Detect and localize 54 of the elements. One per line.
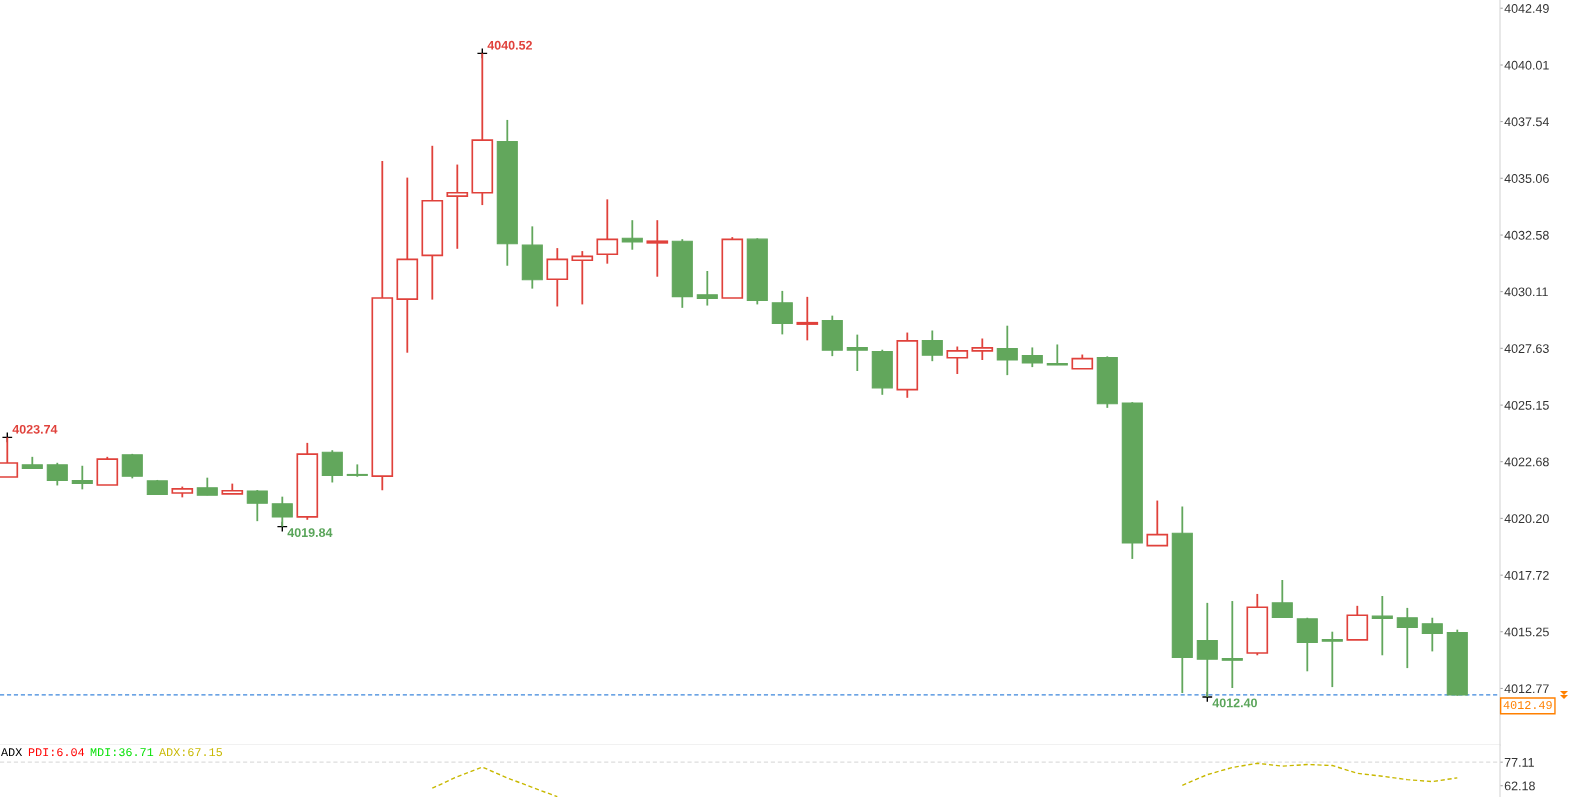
candlestick xyxy=(46,461,68,487)
y-tick-label: 4030.11 xyxy=(1504,287,1548,297)
candlestick xyxy=(1296,616,1318,673)
y-tick-label: 4040.01 xyxy=(1504,60,1549,70)
candlestick xyxy=(971,337,994,361)
y-tick-label: 4022.68 xyxy=(1504,457,1549,467)
candlestick xyxy=(646,219,669,278)
candlestick xyxy=(996,324,1018,377)
chart-title: ADX xyxy=(1,748,23,757)
text: ADX:67.15 xyxy=(159,748,223,757)
annotation: 4019.84 xyxy=(287,528,333,538)
candlestick xyxy=(1271,579,1293,619)
y-tick-label: 4032.58 xyxy=(1504,230,1549,240)
candlestick xyxy=(696,270,718,307)
y-tick-label: 4015.25 xyxy=(1504,627,1549,637)
candlestick xyxy=(1371,595,1393,657)
y-tick-label: 4037.54 xyxy=(1504,117,1549,127)
legend-label: PDI:6.04 xyxy=(28,748,85,757)
candlestick xyxy=(1021,346,1043,369)
y-tick-label: 4035.06 xyxy=(1504,174,1549,183)
y-tick-label: 4012.77 xyxy=(1504,684,1549,694)
candlestick xyxy=(621,219,643,251)
candlestick xyxy=(946,345,969,375)
candlestick xyxy=(446,163,469,250)
y-tick-label: 77.11 xyxy=(1504,758,1534,767)
candlestick xyxy=(1046,343,1068,366)
y-tick-label: 4042.49 xyxy=(1504,4,1549,13)
candlestick xyxy=(596,198,619,265)
legend-label: MDI:36.71 xyxy=(90,748,154,757)
candlestick xyxy=(1221,600,1243,689)
candlestick xyxy=(571,250,594,306)
candlestick xyxy=(246,489,268,523)
candlestick xyxy=(771,289,793,336)
y-tick-label: 62.18 xyxy=(1504,781,1535,791)
y-tick-label: 4027.63 xyxy=(1504,344,1549,354)
candlestick xyxy=(346,463,368,478)
y-tick-label: 4020.20 xyxy=(1504,514,1549,524)
candlestick xyxy=(121,452,143,480)
candlestick xyxy=(1146,499,1169,547)
candlestick xyxy=(1396,606,1418,670)
candlestick xyxy=(796,295,819,342)
candlestick xyxy=(846,333,868,372)
candlestick xyxy=(321,449,343,484)
candlestick xyxy=(1421,616,1443,653)
candlestick xyxy=(71,464,93,491)
y-tick-label: 4017.72 xyxy=(1504,570,1549,580)
annotation: 4040.52 xyxy=(487,40,532,50)
ref-line-label: 4012.49 xyxy=(1503,701,1552,710)
candlestick xyxy=(921,329,943,363)
candlestick xyxy=(546,247,569,308)
annotation: 4012.40 xyxy=(1212,698,1257,708)
annotation: 4023.74 xyxy=(12,424,58,434)
candlestick xyxy=(1321,630,1343,688)
y-tick-label: 4025.15 xyxy=(1504,400,1549,410)
